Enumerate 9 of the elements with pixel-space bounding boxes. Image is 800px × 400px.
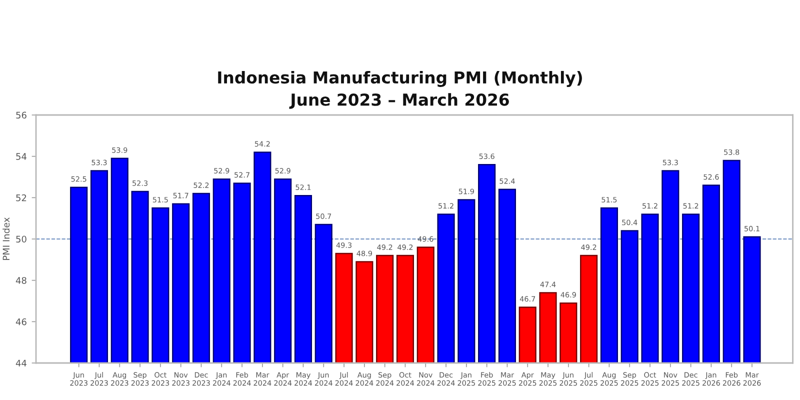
y-tick-label: 44 [16, 360, 26, 366]
y-tick-label: 56 [16, 112, 26, 119]
y-axis-title: PMI Index [2, 217, 10, 260]
y-tick-label: 48 [16, 277, 26, 284]
y-tick-label: 52 [16, 194, 26, 202]
y-tick-label: 50 [16, 236, 26, 243]
y-tick-label: 46 [16, 318, 26, 326]
chart-title: Indonesia Manufacturing PMI (Monthly) June 2023 – March 2026 [218, 70, 582, 109]
y-tick-label: 54 [16, 153, 26, 160]
